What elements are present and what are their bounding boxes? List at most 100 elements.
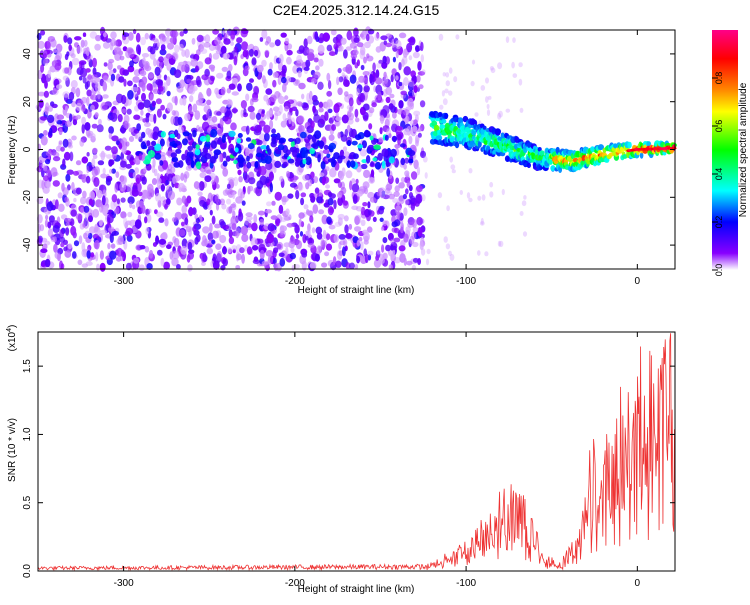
heatmap-cell: [345, 64, 353, 74]
heatmap-cell: [406, 42, 413, 53]
heatmap-cell: [390, 244, 394, 251]
heatmap-cell: [203, 105, 211, 114]
heatmap-cell: [357, 144, 363, 149]
heatmap-cell: [287, 158, 295, 164]
heatmap-cell: [338, 76, 344, 83]
heatmap-cell: [138, 153, 143, 161]
heatmap-cell: [198, 181, 205, 191]
heatmap-cell: [75, 213, 83, 221]
heatmap-cell: [47, 228, 54, 238]
heatmap-cell: [173, 69, 182, 78]
heatmap-cell: [184, 63, 190, 74]
heatmap-cell: [266, 201, 272, 207]
heatmap-cell: [194, 148, 201, 156]
heatmap-cell: [523, 195, 527, 200]
heatmap-cell: [367, 191, 375, 199]
heatmap-cell: [188, 105, 196, 115]
heatmap-cell: [92, 147, 98, 154]
heatmap-cell: [278, 138, 285, 144]
heatmap-cell: [206, 169, 212, 175]
heatmap-cell: [240, 100, 247, 109]
heatmap-cell: [378, 59, 384, 65]
heatmap-cell: [360, 219, 366, 227]
heatmap-cell: [363, 41, 371, 49]
heatmap-cell: [259, 249, 265, 260]
heatmap-cell: [129, 202, 133, 209]
heatmap-cell: [211, 215, 216, 225]
heatmap-cell: [200, 41, 205, 51]
heatmap-cell: [646, 141, 652, 146]
heatmap-cell: [289, 236, 296, 244]
heatmap-cell: [165, 179, 170, 186]
heatmap-cell: [236, 37, 243, 44]
heatmap-cell: [183, 171, 190, 179]
heatmap-cell: [342, 146, 348, 152]
heatmap-cell: [366, 226, 373, 233]
heatmap-cell: [115, 171, 120, 179]
heatmap-cell: [155, 235, 160, 245]
heatmap-cell: [187, 264, 193, 272]
heatmap-cell: [305, 59, 311, 68]
heatmap-cell: [185, 226, 192, 233]
heatmap-cell: [62, 158, 66, 168]
heatmap-cell: [408, 158, 414, 164]
heatmap-cell: [468, 197, 473, 203]
heatmap-cell: [210, 128, 218, 138]
heatmap-cell: [129, 60, 134, 68]
heatmap-cell: [69, 113, 73, 122]
heatmap-cell: [285, 208, 290, 216]
heatmap-cell: [466, 192, 471, 199]
heatmap-cell: [335, 260, 342, 268]
heatmap-cell: [391, 221, 398, 228]
heatmap-cell: [345, 170, 353, 179]
heatmap-cell: [363, 114, 369, 122]
heatmap-cell: [110, 73, 116, 82]
colorbar-tick-label: 0.0: [714, 264, 724, 277]
heatmap-cell: [85, 175, 91, 184]
heatmap-cell: [319, 33, 325, 42]
heatmap-cell: [226, 70, 232, 79]
heatmap-cell: [165, 198, 171, 205]
heatmap-cell: [181, 204, 187, 214]
heatmap-cell: [439, 124, 446, 129]
heatmap-cell: [485, 77, 489, 84]
heatmap-cell: [298, 212, 305, 219]
heatmap-cell: [72, 119, 78, 126]
heatmap-cell: [321, 177, 326, 186]
heatmap-cell: [264, 49, 270, 57]
heatmap-cell: [96, 124, 104, 133]
heatmap-cell: [84, 122, 91, 131]
heatmap-cell: [126, 80, 133, 87]
heatmap-cell: [351, 178, 356, 184]
heatmap-cell: [373, 258, 382, 268]
heatmap-cell: [206, 87, 212, 97]
heatmap-cell: [452, 121, 457, 127]
heatmap-cell: [145, 127, 151, 135]
heatmap-cell: [55, 199, 59, 210]
heatmap-cell: [73, 197, 77, 203]
heatmap-cell: [182, 131, 190, 137]
heatmap-cell: [159, 48, 167, 56]
heatmap-cell: [206, 198, 211, 206]
heatmap-cell: [261, 260, 269, 266]
heatmap-cell: [228, 83, 236, 90]
heatmap-cell: [165, 36, 170, 45]
heatmap-cell: [446, 205, 450, 212]
heatmap-cell: [307, 243, 315, 248]
heatmap-cell: [157, 249, 163, 256]
heatmap-cell: [180, 245, 188, 255]
heatmap-cell: [398, 100, 404, 109]
heatmap-cell: [309, 215, 314, 223]
heatmap-cell: [415, 193, 423, 204]
heatmap-cell: [176, 197, 183, 206]
heatmap-cell: [358, 236, 363, 242]
heatmap-cell: [326, 90, 333, 97]
heatmap-cell: [403, 207, 408, 217]
heatmap-cell: [415, 137, 419, 145]
heatmap-cell: [404, 157, 410, 164]
heatmap-cell: [166, 62, 172, 71]
heatmap-cell: [143, 167, 147, 173]
heatmap-cell: [319, 172, 325, 177]
heatmap-cell: [98, 202, 104, 213]
heatmap-cell: [417, 71, 426, 76]
